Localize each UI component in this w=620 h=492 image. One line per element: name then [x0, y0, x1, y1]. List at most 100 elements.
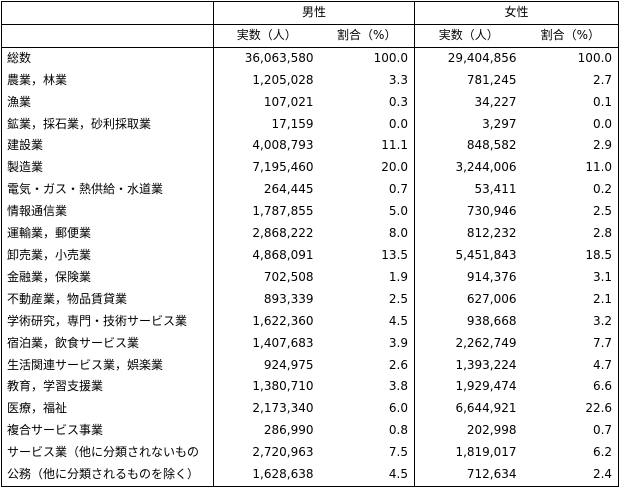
table-row: 建設業 4,008,793 11.1 848,582 2.9: [1, 135, 620, 158]
male-count: 2,868,222: [213, 223, 320, 245]
table-row: 不動産業，物品賃貸業 893,339 2.5 627,006 2.1: [1, 288, 620, 311]
male-count: 17,159: [213, 113, 320, 136]
industry-label: 公務（他に分類されるものを除く）: [1, 464, 214, 487]
industry-label: 不動産業，物品賃貸業: [1, 288, 214, 311]
table-row: 鉱業，採石業，砂利採取業 17,159 0.0 3,297 0.0: [1, 113, 620, 136]
male-count: 1,787,855: [213, 201, 320, 224]
industry-label: 運輸業，郵便業: [1, 223, 214, 245]
female-ratio: 0.0: [522, 113, 620, 136]
female-ratio: 3.1: [522, 266, 620, 289]
female-ratio: 6.2: [522, 442, 620, 465]
table-row: 漁業 107,021 0.3 34,227 0.1: [1, 91, 620, 114]
male-ratio: 1.9: [388, 269, 409, 284]
industry-label: 農業，林業: [1, 69, 214, 92]
female-count: 5,451,843: [414, 244, 523, 267]
male-header: 男性: [212, 1, 415, 25]
male-count: 2,173,340: [213, 398, 320, 421]
female-ratio: 22.6: [522, 398, 620, 421]
table-row: サービス業（他に分類されないもの 2,720,963 7.5 1,819,017 6.2: [1, 442, 620, 465]
female-count: 848,582: [414, 135, 523, 158]
female-ratio: 18.5: [522, 244, 620, 267]
female-ratio: 2.5: [522, 201, 620, 224]
industry-label: 宿泊業，飲食サービス業: [1, 332, 214, 355]
male-ratio: 6.0: [388, 401, 409, 416]
male-ratio: 2.6: [388, 357, 409, 372]
female-count: 3,244,006: [414, 157, 523, 180]
female-ratio: 0.7: [522, 420, 620, 443]
table-row: 複合サービス事業 286,990 0.8 202,998 0.7: [1, 420, 620, 443]
female-count: 627,006: [414, 288, 523, 311]
female-count: 1,393,224: [414, 354, 523, 377]
female-count: 29,404,856: [414, 47, 523, 70]
male-ratio-header: 割合（%）: [319, 24, 415, 48]
male-count-header: 実数（人）: [213, 24, 320, 48]
female-count: 712,634: [414, 464, 523, 487]
industry-label: 教育，学習支援業: [1, 376, 214, 399]
table-row: 学術研究，専門・技術サービス業 1,622,360 4.5 938,668 3.2: [1, 310, 620, 333]
male-count: 107,021: [213, 91, 320, 114]
female-ratio-header: 割合（%）: [522, 24, 620, 48]
female-count: 202,998: [414, 420, 523, 443]
male-count: 1,205,028: [213, 69, 320, 92]
female-header: 女性: [414, 1, 620, 25]
male-ratio: 3.8: [388, 379, 409, 394]
industry-label: 総数: [1, 47, 214, 70]
female-count: 1,929,474: [414, 376, 523, 399]
industry-label: 電気・ガス・熱供給・水道業: [1, 179, 214, 202]
male-ratio: 100.0: [373, 50, 409, 65]
female-ratio: 2.7: [522, 69, 620, 92]
female-ratio: 100.0: [522, 47, 620, 70]
industry-label: 建設業: [1, 135, 214, 158]
industry-label: 医療，福祉: [1, 398, 214, 421]
male-ratio: 4.5: [388, 313, 409, 328]
female-ratio: 2.9: [522, 135, 620, 158]
table-row: 総数 36,063,580 100.0 29,404,856 100.0: [1, 47, 620, 70]
male-count: 286,990: [213, 420, 320, 443]
male-count: 4,008,793: [213, 135, 320, 158]
table-row: 教育，学習支援業 1,380,710 3.8 1,929,474 6.6: [1, 376, 620, 399]
female-count: 34,227: [414, 91, 523, 114]
industry-label: 学術研究，専門・技術サービス業: [1, 310, 214, 333]
male-count: 1,380,710: [213, 376, 320, 399]
industry-label: 漁業: [1, 91, 214, 114]
female-ratio: 11.0: [522, 157, 620, 180]
male-ratio: 2.5: [388, 291, 409, 306]
male-count: 1,628,638: [213, 464, 320, 487]
industry-label: 生活関連サービス業，娯楽業: [1, 354, 214, 377]
industry-label: 複合サービス事業: [1, 420, 214, 443]
table-row: 農業，林業 1,205,028 3.3 781,245 2.7: [1, 69, 620, 92]
female-ratio: 2.1: [522, 288, 620, 311]
male-ratio: 11.1: [381, 138, 409, 153]
header-blank-cell: [1, 24, 214, 48]
industry-label: 鉱業，採石業，砂利採取業: [1, 113, 214, 136]
female-ratio: 2.4: [522, 464, 620, 487]
table-row: 医療，福祉 2,173,340 6.0 6,644,921 22.6: [1, 398, 620, 421]
female-ratio: 0.1: [522, 91, 620, 114]
industry-label: 金融業，保険業: [1, 266, 214, 289]
industry-label: 情報通信業: [1, 201, 214, 224]
female-count: 53,411: [414, 179, 523, 202]
male-ratio: 0.0: [388, 116, 409, 131]
table-row: 金融業，保険業 702,508 1.9 914,376 3.1: [1, 266, 620, 289]
female-ratio: 6.6: [522, 376, 620, 399]
female-ratio: 3.2: [522, 310, 620, 333]
male-ratio: 8.0: [388, 226, 409, 241]
industry-label: 卸売業，小売業: [1, 244, 214, 267]
female-ratio: 2.8: [522, 223, 620, 245]
male-ratio: 5.0: [388, 204, 409, 219]
header-sub-row: 実数（人） 割合（%） 実数（人） 割合（%）: [1, 24, 620, 48]
male-ratio: 7.5: [388, 445, 409, 460]
male-count: 893,339: [213, 288, 320, 311]
female-count: 730,946: [414, 201, 523, 224]
industry-label: 製造業: [1, 157, 214, 180]
male-ratio: 0.3: [388, 94, 409, 109]
male-ratio: 3.9: [388, 335, 409, 350]
female-count: 1,819,017: [414, 442, 523, 465]
female-ratio: 0.2: [522, 179, 620, 202]
table-row: 電気・ガス・熱供給・水道業 264,445 0.7 53,411 0.2: [1, 179, 620, 202]
male-count: 36,063,580: [213, 47, 320, 70]
male-ratio: 0.7: [388, 182, 409, 197]
male-count: 702,508: [213, 266, 320, 289]
male-count: 264,445: [213, 179, 320, 202]
